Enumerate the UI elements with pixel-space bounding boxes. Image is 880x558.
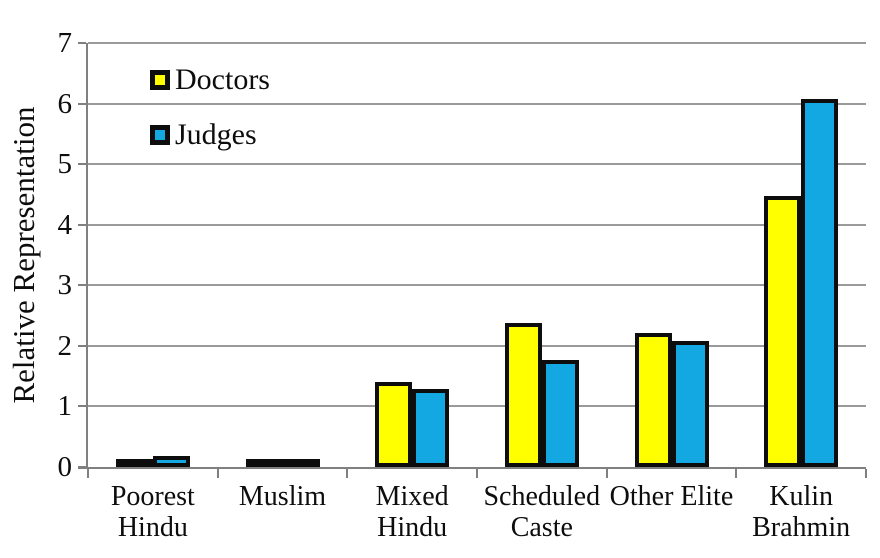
y-tick-label: 5	[57, 148, 73, 181]
x-axis-tick	[476, 469, 478, 478]
y-axis-tick	[78, 102, 86, 105]
x-axis-line	[78, 467, 866, 469]
gridline	[88, 405, 866, 408]
x-axis-tick	[865, 469, 867, 478]
y-tick-label: 6	[57, 87, 73, 120]
y-axis-line	[86, 43, 88, 467]
x-axis-tick	[605, 469, 608, 478]
bar-doctors	[245, 459, 283, 467]
x-axis-category-label: Kulin Brahmin	[736, 481, 866, 543]
y-tick-label: 1	[57, 390, 73, 423]
gridline	[88, 102, 866, 105]
legend-label: Doctors	[175, 63, 270, 96]
x-axis-category-label-line: Mixed	[375, 481, 449, 512]
x-axis-category-label-line: Muslim	[238, 481, 327, 512]
gridline	[88, 284, 866, 287]
y-tick-label: 0	[57, 451, 73, 483]
y-axis-tick	[78, 405, 86, 408]
x-axis-category-label-line: Kulin	[769, 481, 833, 512]
x-axis-tick	[735, 469, 738, 478]
plot-area	[78, 42, 867, 478]
bar-judges	[412, 388, 450, 467]
x-axis-category-label: Muslim	[218, 481, 348, 543]
x-axis-tick	[346, 469, 349, 478]
x-axis-category-label-line: Hindu	[377, 512, 448, 543]
x-axis-category-label-line: Poorest	[110, 481, 195, 512]
x-axis-category-label-line: Brahmin	[752, 512, 851, 543]
legend-swatch-icon	[150, 125, 170, 145]
x-axis-category-label: Mixed Hindu	[347, 481, 477, 543]
bar-doctors	[504, 322, 542, 467]
x-axis-category-label: Scheduled Caste	[477, 481, 607, 543]
x-axis-tick	[216, 469, 219, 478]
legend-item: Doctors	[150, 62, 270, 98]
bar-doctors	[115, 459, 153, 467]
bar-doctors	[375, 381, 413, 467]
y-axis-tick	[78, 163, 86, 166]
x-axis-category-label-line: Other Elite	[609, 481, 734, 512]
y-tick-label: 7	[57, 27, 73, 59]
y-axis-tick	[78, 344, 86, 347]
bar-judges	[671, 341, 709, 467]
bar-doctors	[764, 196, 802, 467]
y-tick-label: 2	[57, 329, 73, 362]
y-axis-tick	[78, 284, 86, 287]
gridline	[88, 223, 866, 226]
y-axis-tick	[78, 223, 86, 226]
y-axis-tick	[78, 42, 86, 44]
gridline	[88, 42, 866, 44]
x-axis-category-label: Other Elite	[607, 481, 737, 543]
x-axis-category-label-line: Scheduled	[483, 481, 601, 512]
y-tick-label: 3	[57, 269, 73, 302]
bar-judges	[801, 99, 839, 467]
x-axis-labels: Poorest Hindu Muslim Mixed Hindu Scheduled Cas…	[88, 481, 866, 543]
bar-judges	[152, 456, 190, 467]
legend-item: Judges	[150, 117, 270, 153]
gridline	[88, 344, 866, 347]
gridline	[88, 163, 866, 166]
bar-judges	[541, 359, 579, 467]
x-axis-category-label: Poorest Hindu	[88, 481, 218, 543]
x-axis-tick	[87, 469, 89, 478]
y-tick-label: 4	[57, 208, 73, 241]
legend: Doctors Judges	[150, 62, 270, 153]
x-axis-category-label-line: Hindu	[117, 512, 188, 543]
bar-judges	[282, 458, 320, 467]
legend-swatch-icon	[150, 70, 170, 90]
legend-label: Judges	[175, 118, 257, 151]
x-axis-category-label-line: Caste	[510, 512, 573, 543]
bar-doctors	[634, 332, 672, 467]
